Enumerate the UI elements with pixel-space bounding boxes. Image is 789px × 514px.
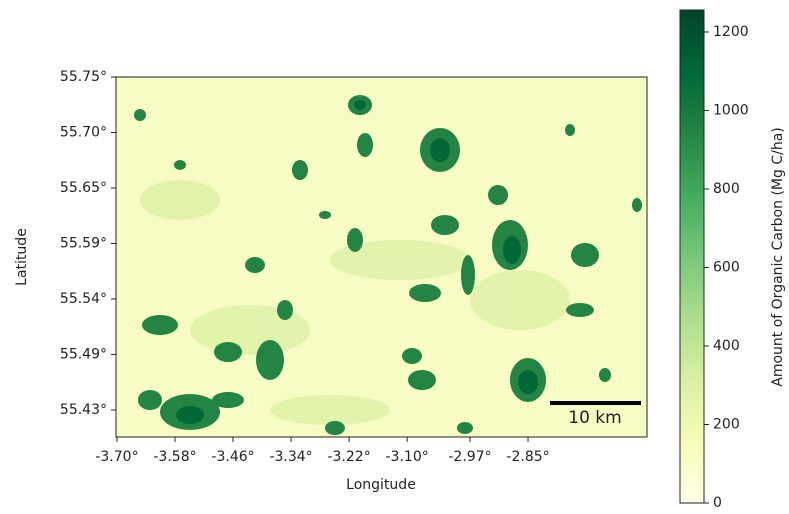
x-tick-label: -3.10° (386, 449, 429, 465)
y-tick-label: 55.75° (60, 69, 107, 85)
x-tick-label: -3.46° (211, 449, 254, 465)
y-tick-label: 55.65° (60, 180, 107, 196)
colorbar (680, 10, 704, 503)
x-tick-label: -3.70° (95, 449, 138, 465)
y-tick-label: 55.54° (60, 291, 107, 307)
chart: 10 km Longitude Latitude Amount of Organ… (0, 0, 789, 510)
x-axis-title: Longitude (346, 477, 416, 493)
y-tick-label: 55.70° (60, 124, 107, 140)
y-tick-label: 55.49° (60, 346, 107, 362)
x-tick-label: -3.22° (327, 449, 370, 465)
colorbar-tick-label: 0 (713, 495, 722, 510)
colorbar-tick-label: 600 (713, 259, 740, 275)
scale-bar-label: 10 km (568, 408, 621, 428)
colorbar-tick-label: 200 (713, 416, 740, 432)
colorbar-tick-label: 800 (713, 181, 740, 197)
raster (116, 77, 647, 437)
x-tick-label: -3.34° (269, 449, 312, 465)
colorbar-tick-label: 400 (713, 338, 740, 354)
colorbar-tick-label: 1200 (713, 24, 749, 40)
x-tick-label: -3.58° (153, 449, 196, 465)
x-tick-label: -2.85° (506, 449, 549, 465)
x-tick-label: -2.97° (448, 449, 491, 465)
colorbar-tick-label: 1000 (713, 102, 749, 118)
y-axis-title: Latitude (14, 228, 30, 286)
y-tick-label: 55.59° (60, 235, 107, 251)
y-tick-label: 55.43° (60, 402, 107, 418)
colorbar-title: Amount of Organic Carbon (Mg C/ha) (770, 127, 786, 387)
